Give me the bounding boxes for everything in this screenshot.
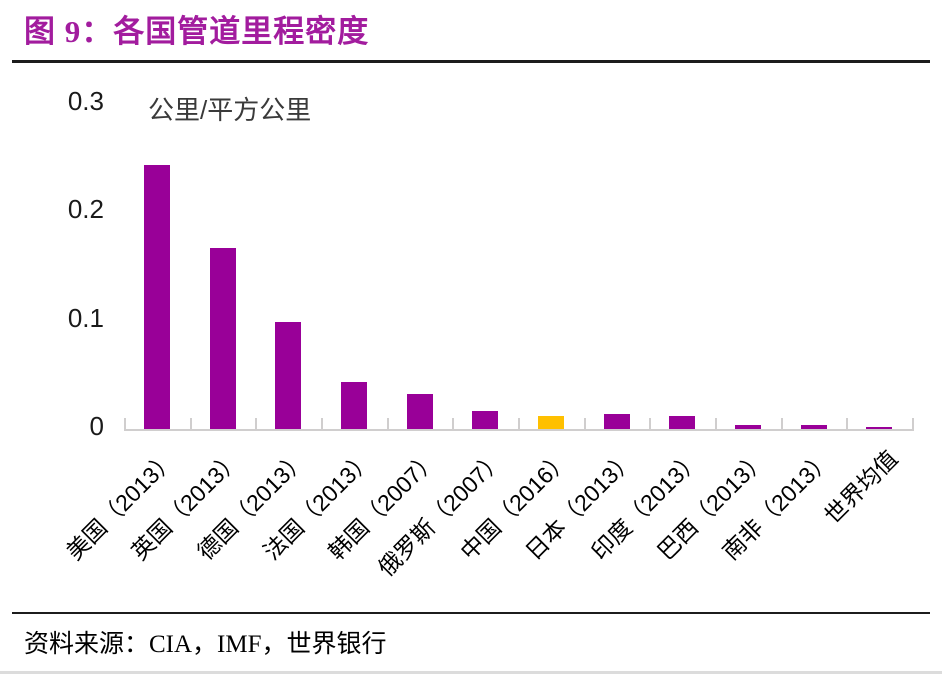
x-axis-tick <box>583 418 586 429</box>
bar-巴西（2013） <box>734 424 761 429</box>
bar-中国（2016） <box>537 416 564 429</box>
x-axis-tick <box>518 418 520 429</box>
x-axis-tick <box>255 418 258 429</box>
bar-法国（2013） <box>340 382 367 429</box>
bottom-divider-line <box>12 612 930 614</box>
x-axis-tick <box>124 418 126 429</box>
x-axis-tick <box>649 418 652 429</box>
x-axis-tick <box>912 418 914 429</box>
bar-德国（2013） <box>275 321 302 429</box>
page-bottom-edge <box>0 671 942 674</box>
bar-英国（2013） <box>209 248 236 429</box>
top-divider-line <box>12 60 930 63</box>
y-axis-unit-label: 公里/平方公里 <box>148 95 312 125</box>
y-tick-label: 0.2 <box>67 194 104 225</box>
bar-日本（2013） <box>603 413 630 429</box>
x-axis-tick <box>321 418 323 429</box>
bar-俄罗斯（2007） <box>472 410 499 429</box>
x-axis-tick <box>386 418 389 429</box>
bar-美国（2013） <box>143 164 170 429</box>
x-axis-tick <box>846 418 849 429</box>
bar-韩国（2007） <box>406 394 433 429</box>
x-axis-tick <box>189 418 192 429</box>
bar-世界均值 <box>866 427 893 429</box>
y-tick-label: 0.3 <box>67 86 104 116</box>
bar-印度（2013） <box>669 416 696 429</box>
bar-南非（2013） <box>800 424 827 429</box>
y-tick-label: 0 <box>89 411 104 441</box>
x-axis-tick <box>715 418 717 429</box>
x-axis-line <box>124 429 914 431</box>
x-axis-tick <box>452 418 455 429</box>
y-tick-label: 0.1 <box>67 302 104 333</box>
x-axis-tick <box>780 418 783 429</box>
source-attribution: 资料来源：CIA，IMF，世界银行 <box>24 631 387 658</box>
figure-title: 图 9：各国管道里程密度 <box>24 14 370 49</box>
